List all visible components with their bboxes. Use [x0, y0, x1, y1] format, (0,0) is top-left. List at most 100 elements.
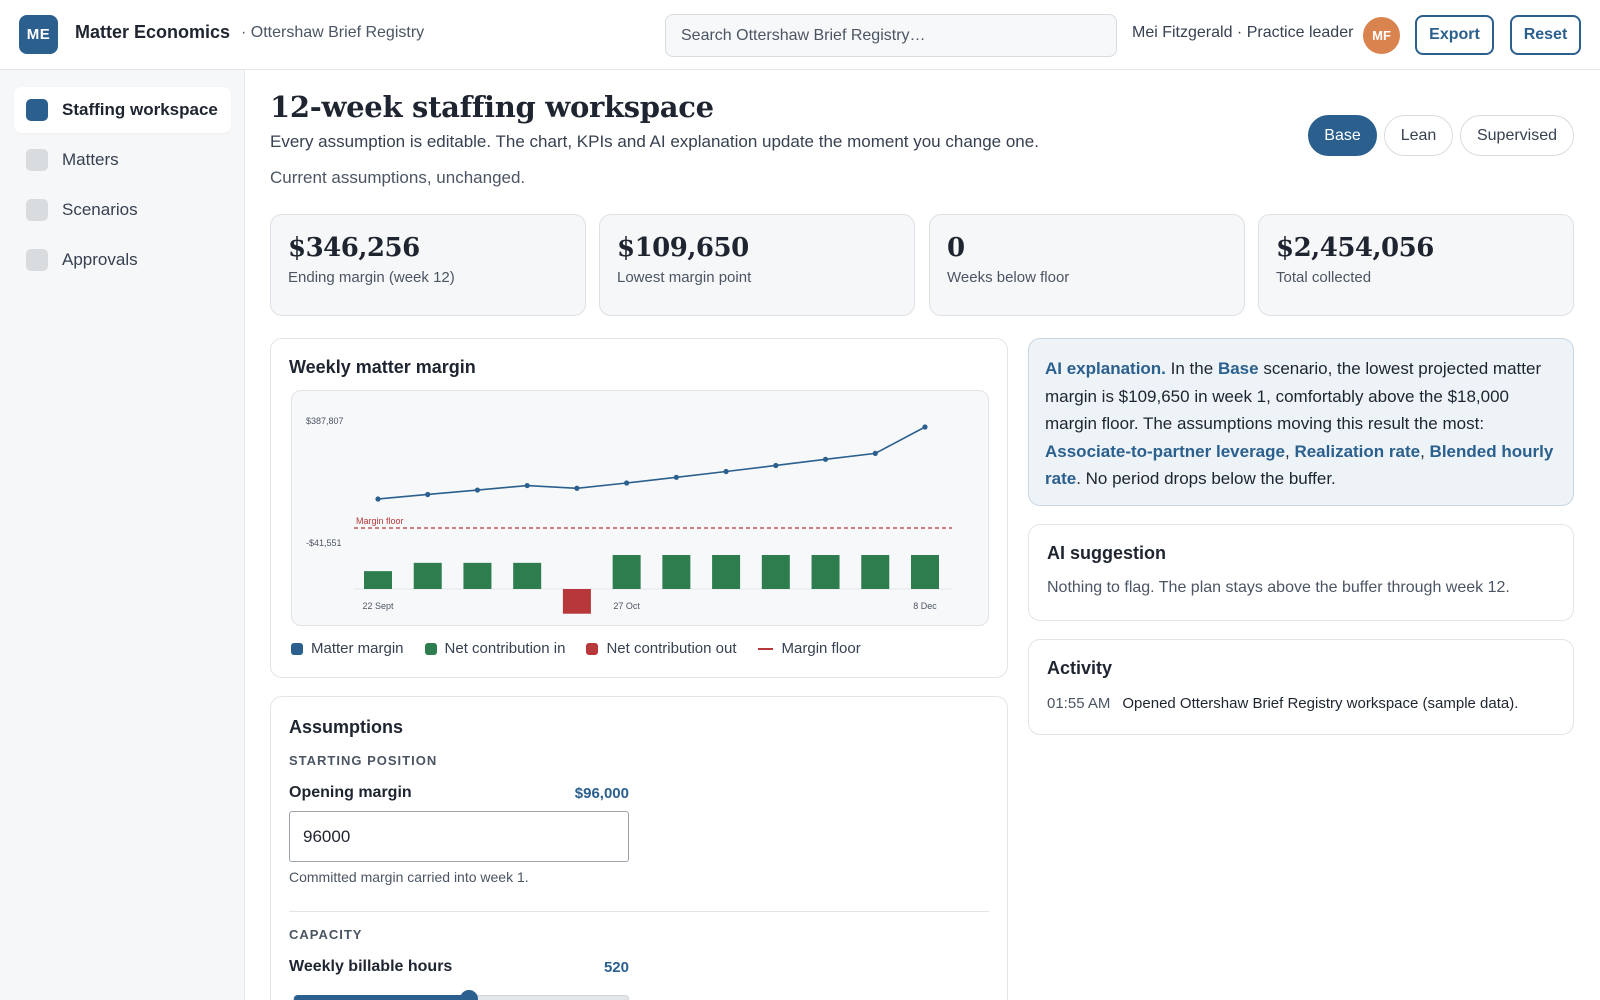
scenario-base-button[interactable]: Base — [1308, 115, 1377, 156]
bar-net-in — [513, 562, 542, 589]
nav-square-icon — [26, 199, 48, 221]
assumptions-card: Assumptions STARTING POSITION Opening ma… — [270, 696, 1008, 1000]
ai-explanation-label: AI explanation. — [1045, 359, 1166, 378]
kpi-label: Total collected — [1276, 269, 1372, 286]
search-input[interactable] — [665, 14, 1117, 57]
sidebar-item-label: Matters — [62, 150, 119, 169]
bar-net-out — [562, 589, 591, 614]
page-status: Current assumptions, unchanged. — [270, 168, 526, 187]
ai-explanation-tail: No period drops below the buffer. — [1085, 469, 1336, 488]
nav-square-icon — [26, 149, 48, 171]
nav-square-icon — [26, 99, 48, 121]
scenario-supervised-button[interactable]: Supervised — [1460, 115, 1574, 156]
ai-explanation-card: AI explanation. In the Base scenario, th… — [1028, 338, 1574, 506]
bar-net-in — [413, 562, 442, 589]
page-description: Every assumption is editable. The chart,… — [270, 132, 1039, 151]
margin-point — [425, 491, 431, 498]
margin-point — [474, 487, 481, 493]
sidebar-item-matters[interactable]: Matters — [14, 137, 231, 183]
bar-net-in — [662, 555, 691, 589]
sidebar-item-staffing-workspace[interactable]: Staffing workspace — [14, 87, 231, 133]
activity-text: Opened Ottershaw Brief Registry workspac… — [1122, 695, 1519, 712]
margin-point — [574, 485, 580, 491]
kpi-card-lowest-margin: $109,650 Lowest margin point — [599, 214, 915, 316]
bar-net-in — [861, 555, 890, 589]
legend-item-net-out: Net contribution out — [586, 640, 737, 657]
sidebar-item-label: Staffing workspace — [62, 100, 218, 119]
legend-item-floor: Margin floor — [757, 640, 861, 657]
top-bar: ME Matter Economics · Ottershaw Brief Re… — [0, 0, 1600, 70]
ai-suggestion-title: AI suggestion — [1047, 543, 1167, 563]
weekly-hours-label: Weekly billable hours — [289, 958, 453, 975]
nav-square-icon — [26, 249, 48, 271]
x-tick-label: 27 Oct — [613, 601, 640, 611]
activity-card: Activity 01:55 AM Opened Ottershaw Brief… — [1028, 639, 1574, 735]
activity-time: 01:55 AM — [1047, 695, 1111, 712]
margin-point — [773, 462, 779, 469]
bar-net-in — [463, 562, 492, 589]
ai-explanation-body: scenario, the lowest projected matter ma… — [1045, 359, 1542, 433]
driver-link[interactable]: Blended hourly rate — [1045, 441, 1554, 489]
kpi-value: $346,256 — [288, 233, 420, 263]
sidebar: Staffing workspace Matters Scenarios App… — [0, 70, 245, 1000]
kpi-label: Lowest margin point — [617, 269, 752, 286]
margin-point — [524, 482, 530, 489]
slider-thumb[interactable] — [459, 990, 478, 1000]
opening-margin-input[interactable] — [289, 811, 629, 862]
margin-point — [673, 474, 679, 480]
reset-button[interactable]: Reset — [1510, 15, 1581, 55]
margin-point — [375, 496, 381, 502]
legend-line — [757, 647, 773, 650]
opening-margin-help: Committed margin carried into week 1. — [289, 869, 529, 885]
margin-point — [922, 424, 928, 430]
chart-title: Weekly matter margin — [289, 357, 476, 377]
activity-title: Activity — [1047, 658, 1113, 678]
bar-net-in — [761, 555, 790, 589]
x-tick-label: 8 Dec — [913, 601, 937, 611]
section-heading-starting-position: STARTING POSITION — [289, 753, 438, 768]
chart-card: Weekly matter margin $387,807 -$41,551 Mar… — [270, 338, 1008, 678]
scenario-lean-button[interactable]: Lean — [1384, 115, 1453, 156]
opening-margin-label: Opening margin — [289, 784, 412, 801]
chart-legend: Matter margin Net contribution in Net co… — [291, 640, 882, 657]
ai-suggestion-card: AI suggestion Nothing to flag. The plan … — [1028, 524, 1574, 621]
assumptions-title: Assumptions — [289, 717, 404, 737]
ai-suggestion-text: Nothing to flag. The plan stays above th… — [1047, 579, 1510, 596]
legend-swatch — [291, 642, 303, 655]
ai-explanation-pre: In the — [1170, 359, 1214, 378]
legend-item-net-in: Net contribution in — [424, 640, 565, 657]
y-tick-label: $387,807 — [306, 416, 344, 426]
margin-point — [822, 456, 829, 462]
kpi-value: 0 — [947, 233, 965, 263]
sidebar-item-approvals[interactable]: Approvals — [14, 237, 231, 283]
margin-point — [872, 450, 878, 457]
x-tick-label: 22 Sept — [362, 601, 394, 611]
driver-link[interactable]: Realization rate — [1294, 441, 1421, 461]
slider-fill — [294, 995, 469, 1000]
weekly-hours-slider[interactable] — [293, 990, 629, 1000]
kpi-label: Weeks below floor — [947, 269, 1070, 286]
margin-point — [723, 468, 729, 475]
driver-link[interactable]: Associate-to-partner leverage — [1045, 441, 1285, 461]
activity-entry: 01:55 AM Opened Ottershaw Brief Registry… — [1047, 695, 1518, 712]
kpi-label: Ending margin (week 12) — [288, 269, 455, 286]
kpi-card-ending-margin: $346,256 Ending margin (week 12) — [270, 214, 586, 316]
app-logo: ME — [19, 15, 58, 54]
section-heading-capacity: CAPACITY — [289, 927, 363, 942]
bar-net-in — [811, 555, 840, 589]
bar-net-in — [712, 555, 741, 589]
opening-margin-value: $96,000 — [574, 785, 629, 802]
kpi-value: $109,650 — [617, 233, 749, 263]
export-button[interactable]: Export — [1415, 15, 1494, 55]
legend-label: Margin floor — [781, 640, 861, 657]
kpi-card-total-collected: $2,454,056 Total collected — [1258, 214, 1574, 316]
sidebar-item-scenarios[interactable]: Scenarios — [14, 187, 231, 233]
divider — [289, 911, 989, 912]
page-title: 12-week staffing workspace — [270, 90, 714, 124]
sidebar-item-label: Scenarios — [62, 200, 138, 219]
app-name: Matter Economics — [75, 22, 231, 42]
margin-chart: $387,807 -$41,551 Margin floor 22 Sept 27 Oc… — [306, 416, 952, 614]
bar-net-in — [612, 555, 641, 589]
avatar[interactable]: MF — [1363, 17, 1400, 54]
kpi-card-weeks-below-floor: 0 Weeks below floor — [929, 214, 1245, 316]
